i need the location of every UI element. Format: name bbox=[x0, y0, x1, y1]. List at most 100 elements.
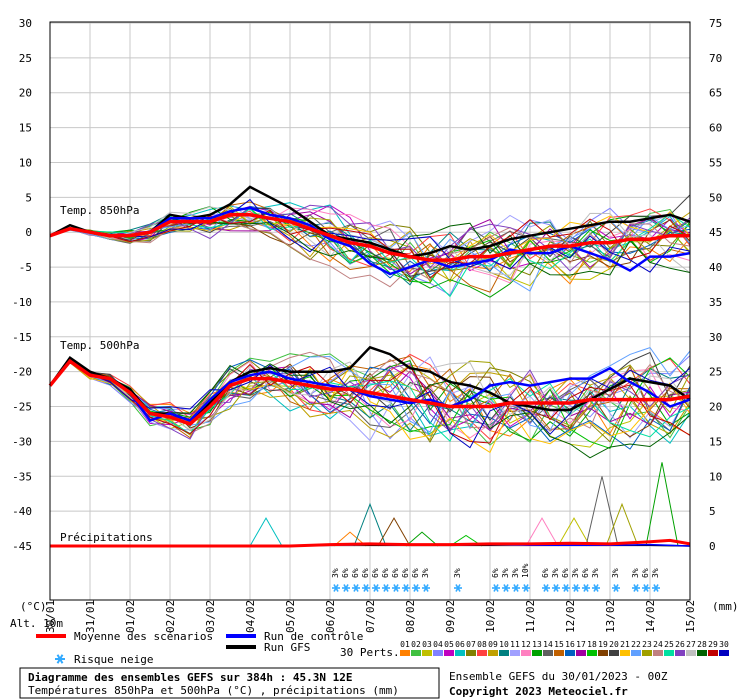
snow-marker-pct: 3% bbox=[651, 568, 660, 578]
pert-legend-swatch bbox=[422, 650, 432, 656]
snow-marker-pct: 6% bbox=[401, 568, 410, 578]
snow-marker: 6% bbox=[371, 568, 380, 592]
pert-legend-swatch bbox=[488, 650, 498, 656]
date-tick-label: 11/02 bbox=[524, 600, 537, 633]
right-tick-label: 10 bbox=[709, 470, 722, 483]
date-tick-label: 06/02 bbox=[324, 600, 337, 633]
snow-marker: 10% bbox=[521, 563, 530, 592]
right-tick-label: 75 bbox=[709, 17, 722, 30]
pert-legend-label: 20 bbox=[609, 640, 619, 649]
panel-label-t850: Temp. 850hPa bbox=[60, 204, 139, 217]
snow-marker: 6% bbox=[641, 568, 650, 592]
snow-marker-pct: 6% bbox=[491, 568, 500, 578]
pert-legend-label: 21 bbox=[620, 640, 630, 649]
snow-marker-pct: 6% bbox=[561, 568, 570, 578]
pert-legend-swatch bbox=[642, 650, 652, 656]
pert-30-t500-line bbox=[49, 359, 691, 449]
left-tick-label: -5 bbox=[19, 261, 32, 274]
pert-legend-label: 19 bbox=[598, 640, 608, 649]
pert-legend-label: 28 bbox=[697, 640, 707, 649]
left-tick-label: -15 bbox=[12, 331, 32, 344]
snowflake-icon bbox=[632, 584, 640, 592]
date-tick-label: 14/02 bbox=[644, 600, 657, 633]
snowflake-icon bbox=[422, 584, 430, 592]
pert-18-t850-line bbox=[49, 207, 691, 284]
pert-legend-label: 03 bbox=[422, 640, 432, 649]
panel-label-precip: Précipitations bbox=[60, 531, 153, 544]
pert-legend-swatch bbox=[411, 650, 421, 656]
right-tick-label: 70 bbox=[709, 52, 722, 65]
snow-marker-pct: 6% bbox=[361, 568, 370, 578]
title-box bbox=[19, 667, 440, 699]
left-tick-label: 25 bbox=[19, 52, 32, 65]
date-tick-label: 31/01 bbox=[84, 600, 97, 633]
control-t500-line bbox=[49, 359, 691, 422]
snow-marker-pct: 3% bbox=[591, 568, 600, 578]
pert-precip-spike bbox=[333, 531, 367, 547]
snow-marker-pct: 6% bbox=[411, 568, 420, 578]
panel-label-t500: Temp. 500hPa bbox=[60, 339, 139, 352]
pert-legend-label: 18 bbox=[587, 640, 597, 649]
snowflake-icon bbox=[382, 584, 390, 592]
snowflake-icon bbox=[542, 584, 550, 592]
snowflake-icon bbox=[652, 584, 660, 592]
date-tick-label: 10/02 bbox=[484, 600, 497, 633]
snowflake-icon bbox=[522, 584, 530, 592]
legend-control-label: Run de contrôle bbox=[264, 630, 363, 643]
snow-marker-pct: 3% bbox=[501, 568, 510, 578]
pert-legend-label: 11 bbox=[510, 640, 520, 649]
right-tick-label: 25 bbox=[709, 366, 722, 379]
pert-legend-swatch bbox=[400, 650, 410, 656]
snowflake-icon bbox=[342, 584, 350, 592]
pert-legend: 01 02 03 04 05 06 07 08 09 10 11 12 13 14 15 16 17 18 19 20… bbox=[400, 640, 729, 656]
pert-precip-spike bbox=[377, 517, 411, 547]
snow-marker-pct: 3% bbox=[631, 568, 640, 578]
left-axis-unit: (°C) bbox=[20, 600, 47, 613]
snow-marker: 3% bbox=[611, 568, 620, 592]
snow-marker: 3% bbox=[631, 568, 640, 592]
pert-precip-spike bbox=[525, 517, 559, 547]
snow-marker-pct: 6% bbox=[391, 568, 400, 578]
main-series bbox=[48, 185, 691, 548]
pert-legend-label: 26 bbox=[675, 640, 685, 649]
snow-marker-pct: 3% bbox=[421, 568, 430, 578]
snow-marker-pct: 3% bbox=[611, 568, 620, 578]
right-tick-label: 15 bbox=[709, 435, 722, 448]
date-tick-label: 15/02 bbox=[684, 600, 697, 633]
pert-precip-spike bbox=[353, 502, 387, 547]
legend: Moyenne des scénarios Run de contrôle Ru… bbox=[36, 630, 729, 666]
chart-grid bbox=[49, 22, 691, 600]
pert-legend-swatch bbox=[587, 650, 597, 656]
date-tick-label: 12/02 bbox=[564, 600, 577, 633]
legend-snow-label: Risque neige bbox=[74, 653, 153, 666]
left-tick-label: -40 bbox=[12, 505, 32, 518]
pert-legend-swatch bbox=[664, 650, 674, 656]
pert-legend-label: 22 bbox=[631, 640, 641, 649]
snowflake-icon bbox=[612, 584, 620, 592]
snow-marker: 3% bbox=[331, 568, 340, 592]
pert-precip-spike bbox=[249, 517, 283, 547]
date-tick-label: 09/02 bbox=[444, 600, 457, 633]
right-tick-label: 65 bbox=[709, 87, 722, 100]
left-tick-label: 30 bbox=[19, 17, 32, 30]
legend-mean-label: Moyenne des scénarios bbox=[74, 630, 213, 643]
snow-marker-pct: 6% bbox=[581, 568, 590, 578]
snow-marker-pct: 3% bbox=[551, 568, 560, 578]
snow-marker: 3% bbox=[651, 568, 660, 592]
right-tick-label: 60 bbox=[709, 122, 722, 135]
snow-marker: 3% bbox=[511, 568, 520, 592]
pert-legend-label: 24 bbox=[653, 640, 663, 649]
snowflake-icon bbox=[492, 584, 500, 592]
snow-marker-pct: 6% bbox=[541, 568, 550, 578]
snow-marker: 6% bbox=[351, 568, 360, 592]
date-axis-ticks: 30/01 31/01 01/02 02/02 03/02 04/02 05/02 06/02… bbox=[44, 600, 697, 633]
snow-marker-pct: 6% bbox=[351, 568, 360, 578]
pert-legend-swatch bbox=[532, 650, 542, 656]
pert-legend-swatch bbox=[686, 650, 696, 656]
date-tick-label: 07/02 bbox=[364, 600, 377, 633]
snow-marker: 6% bbox=[541, 568, 550, 592]
right-tick-label: 35 bbox=[709, 296, 722, 309]
left-tick-label: 10 bbox=[19, 156, 32, 169]
snow-marker: 6% bbox=[401, 568, 410, 592]
